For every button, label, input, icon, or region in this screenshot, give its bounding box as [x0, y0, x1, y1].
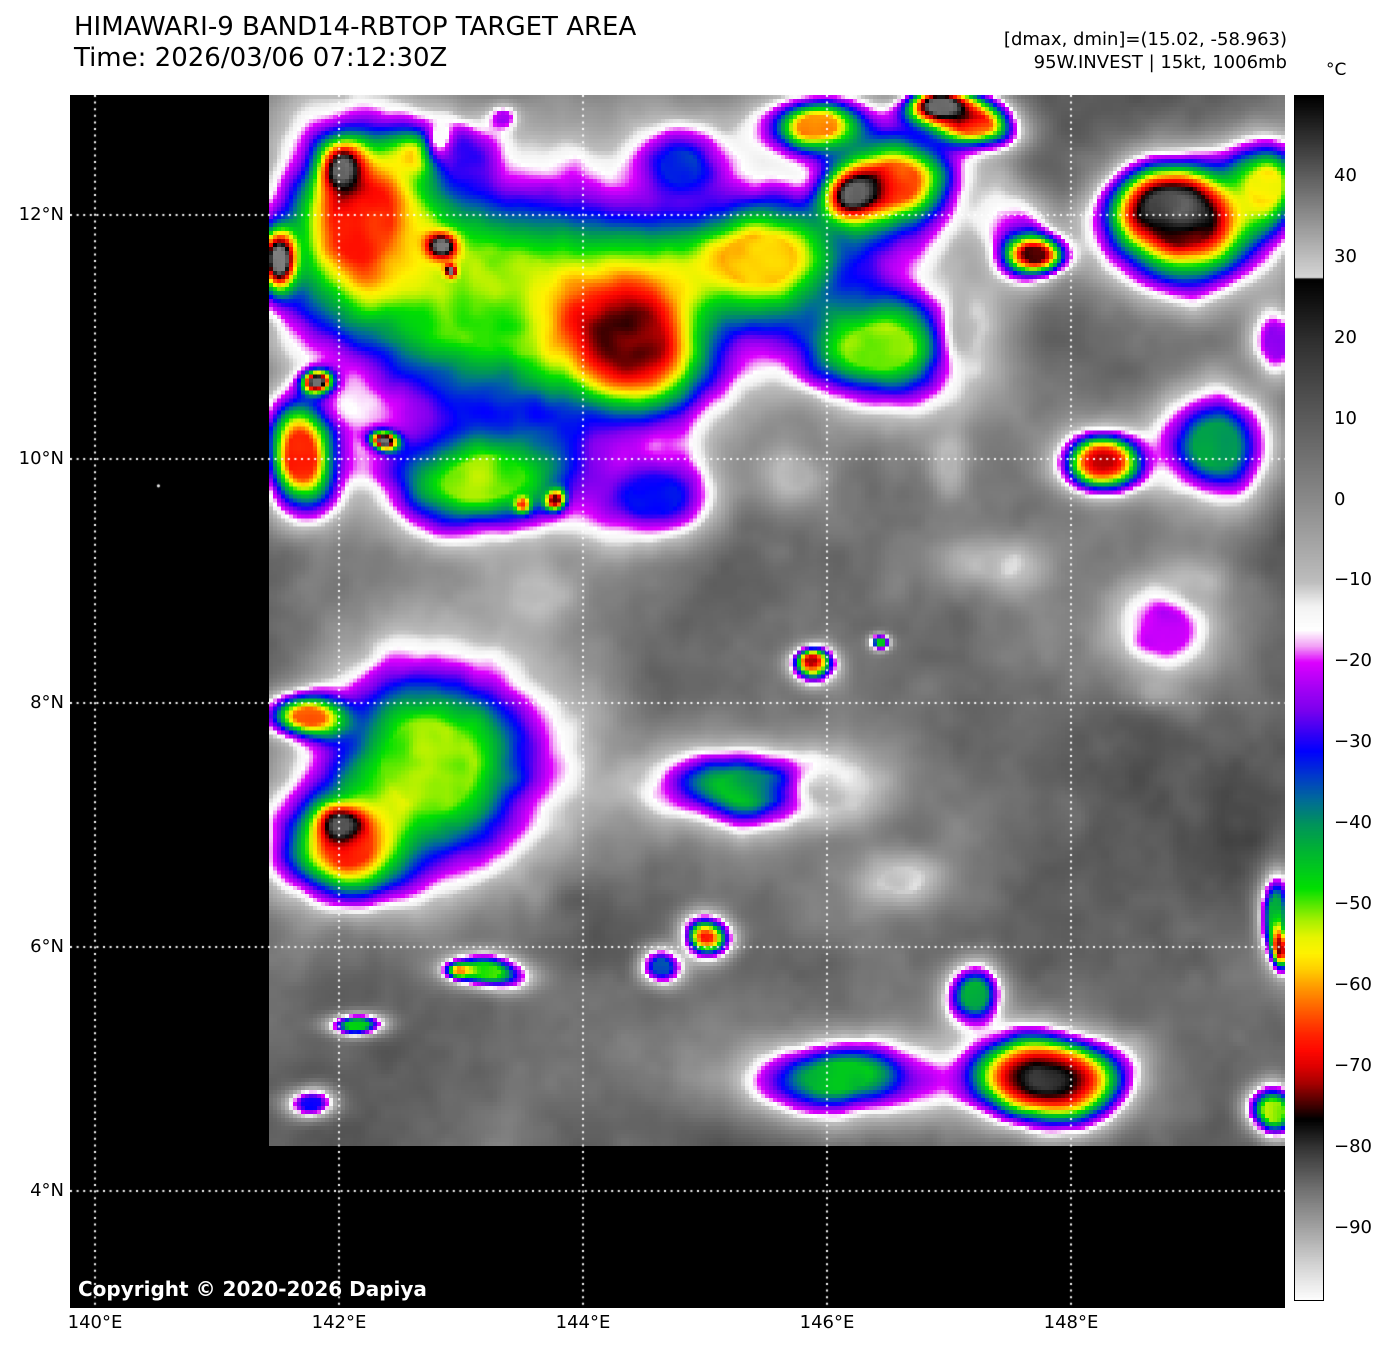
invest-intensity-label: 95W.INVEST | 15kt, 1006mb	[1033, 52, 1287, 73]
x-tick-label: 144°E	[555, 1312, 611, 1333]
dmax-dmin-label: [dmax, dmin]=(15.02, -58.963)	[1003, 29, 1287, 50]
figure-header: HIMAWARI-9 BAND14-RBTOP TARGET AREA Time…	[74, 12, 636, 74]
latlon-gridlines	[70, 95, 1285, 1308]
colorbar-tick-label: −60	[1334, 974, 1372, 996]
storm-annotation: [dmax, dmin]=(15.02, -58.963) 95W.INVEST…	[1004, 28, 1287, 74]
colorbar-tick-label: −30	[1334, 731, 1372, 753]
y-tick-label: 12°N	[18, 204, 64, 225]
colorbar-tick-label: −20	[1334, 650, 1372, 672]
y-tick-label: 10°N	[18, 448, 64, 469]
map-plot-area: Copyright © 2020-2026 Dapiya	[70, 95, 1285, 1308]
x-tick-label: 146°E	[799, 1312, 855, 1333]
colorbar-tick-label: 40	[1334, 164, 1357, 186]
colorbar-tick-label: −70	[1334, 1054, 1372, 1076]
colorbar-tick-label: −10	[1334, 569, 1372, 591]
y-tick-label: 8°N	[30, 692, 64, 713]
colorbar-tick-label: −90	[1334, 1216, 1372, 1238]
y-tick-label: 4°N	[30, 1180, 64, 1201]
colorbar-tick-label: 10	[1334, 407, 1357, 429]
temperature-colorbar	[1294, 95, 1324, 1301]
colorbar-gradient	[1295, 96, 1323, 1300]
colorbar-tick-label: −40	[1334, 812, 1372, 834]
timestamp-label: Time: 2026/03/06 07:12:30Z	[74, 43, 448, 73]
x-tick-label: 140°E	[67, 1312, 123, 1333]
x-tick-label: 148°E	[1043, 1312, 1099, 1333]
colorbar-tick-label: −50	[1334, 893, 1372, 915]
colorbar-tick-label: 30	[1334, 245, 1357, 267]
y-tick-label: 6°N	[30, 936, 64, 957]
x-tick-label: 142°E	[311, 1312, 367, 1333]
colorbar-tick-label: 20	[1334, 326, 1357, 348]
colorbar-tick-label: −80	[1334, 1135, 1372, 1157]
page-title: HIMAWARI-9 BAND14-RBTOP TARGET AREA	[74, 12, 637, 42]
colorbar-tick-label: 0	[1334, 488, 1346, 510]
colorbar-unit-label: °C	[1326, 60, 1347, 80]
copyright-label: Copyright © 2020-2026 Dapiya	[78, 1277, 427, 1301]
